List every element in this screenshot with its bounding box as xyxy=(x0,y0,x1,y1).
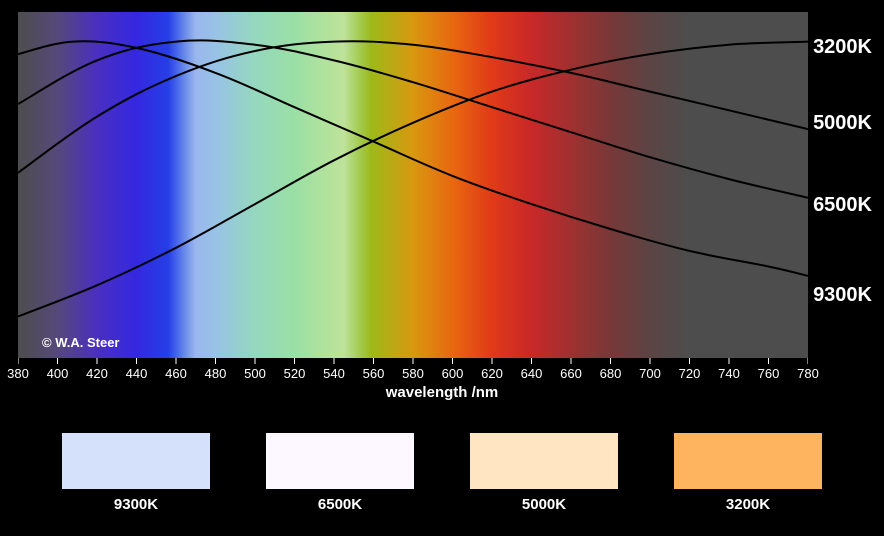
tick-420: 420 xyxy=(86,366,108,381)
swatch-box-3200K xyxy=(673,432,823,490)
swatch-3200K: 3200K xyxy=(673,432,823,522)
tick-600: 600 xyxy=(442,366,464,381)
swatch-label-5000K: 5000K xyxy=(522,496,566,513)
x-axis-label: wavelength /nm xyxy=(386,384,499,401)
tick-580: 580 xyxy=(402,366,424,381)
curve-6500K xyxy=(18,40,808,197)
tick-480: 480 xyxy=(205,366,227,381)
tick-780: 780 xyxy=(797,366,819,381)
tick-640: 640 xyxy=(521,366,543,381)
curve-label-6500K: 6500K xyxy=(813,194,872,217)
x-axis-ticks: 3804004204404604805005205405605806006206… xyxy=(18,358,808,384)
tick-400: 400 xyxy=(47,366,69,381)
swatch-box-9300K xyxy=(61,432,211,490)
tick-440: 440 xyxy=(126,366,148,381)
curve-9300K xyxy=(18,41,808,276)
tick-620: 620 xyxy=(481,366,503,381)
tick-520: 520 xyxy=(284,366,306,381)
blackbody-curves xyxy=(18,12,808,358)
swatch-box-6500K xyxy=(265,432,415,490)
swatch-6500K: 6500K xyxy=(265,432,415,522)
curve-label-5000K: 5000K xyxy=(813,112,872,135)
tick-540: 540 xyxy=(323,366,345,381)
tick-760: 760 xyxy=(758,366,780,381)
tick-720: 720 xyxy=(679,366,701,381)
swatch-5000K: 5000K xyxy=(469,432,619,522)
swatch-label-3200K: 3200K xyxy=(726,496,770,513)
swatch-label-6500K: 6500K xyxy=(318,496,362,513)
tick-680: 680 xyxy=(600,366,622,381)
tick-660: 660 xyxy=(560,366,582,381)
swatch-label-9300K: 9300K xyxy=(114,496,158,513)
curve-5000K xyxy=(18,41,808,173)
tick-380: 380 xyxy=(7,366,29,381)
color-temperature-swatches: 9300K 6500K 5000K 3200K xyxy=(0,432,884,522)
credit-text: © W.A. Steer xyxy=(42,335,120,350)
curve-label-9300K: 9300K xyxy=(813,284,872,307)
tick-740: 740 xyxy=(718,366,740,381)
curve-label-3200K: 3200K xyxy=(813,36,872,59)
spectrum-chart: 3200K5000K6500K9300K © W.A. Steer xyxy=(18,12,808,358)
tick-700: 700 xyxy=(639,366,661,381)
tick-560: 560 xyxy=(363,366,385,381)
swatch-box-5000K xyxy=(469,432,619,490)
tick-460: 460 xyxy=(165,366,187,381)
swatch-9300K: 9300K xyxy=(61,432,211,522)
tick-500: 500 xyxy=(244,366,266,381)
